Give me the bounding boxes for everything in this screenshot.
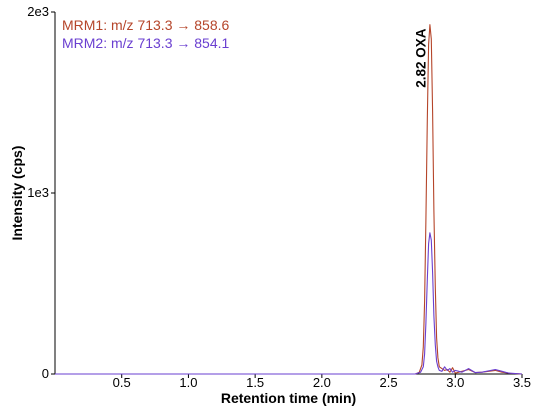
series-line-mrm1 bbox=[55, 24, 523, 375]
peak-annotation: 2.82 OXA bbox=[413, 28, 428, 88]
x-tick-label: 2.5 bbox=[380, 375, 398, 390]
y-tick-label: 2e3 bbox=[27, 4, 49, 19]
legend-entry-mrm2: MRM2: m/z 713.3 → 854.1 bbox=[62, 35, 230, 51]
x-tick-label: 0.5 bbox=[113, 375, 131, 390]
x-axis-title: Retention time (min) bbox=[221, 390, 356, 406]
y-tick-label: 0 bbox=[42, 366, 49, 381]
x-tick-label: 3.0 bbox=[446, 375, 464, 390]
annotation-layer: 2.82 OXA bbox=[413, 28, 428, 88]
plot-frame bbox=[54, 12, 522, 375]
y-tick-label: 1e3 bbox=[27, 185, 49, 200]
series-line-mrm2 bbox=[55, 232, 523, 375]
legend-entry-mrm1: MRM1: m/z 713.3 → 858.6 bbox=[62, 17, 230, 33]
y-axis-title: Intensity (cps) bbox=[9, 146, 25, 241]
x-tick-label: 2.0 bbox=[313, 375, 331, 390]
y-axis: 0 1e3 2e3 bbox=[27, 4, 55, 381]
series-layer bbox=[55, 24, 523, 375]
x-tick-label: 3.5 bbox=[513, 375, 531, 390]
x-tick-label: 1.5 bbox=[246, 375, 264, 390]
x-tick-label: 1.0 bbox=[179, 375, 197, 390]
legend: MRM1: m/z 713.3 → 858.6 MRM2: m/z 713.3 →… bbox=[62, 17, 230, 51]
x-axis: 0.5 1.0 1.5 2.0 2.5 3.0 3.5 bbox=[113, 374, 531, 390]
